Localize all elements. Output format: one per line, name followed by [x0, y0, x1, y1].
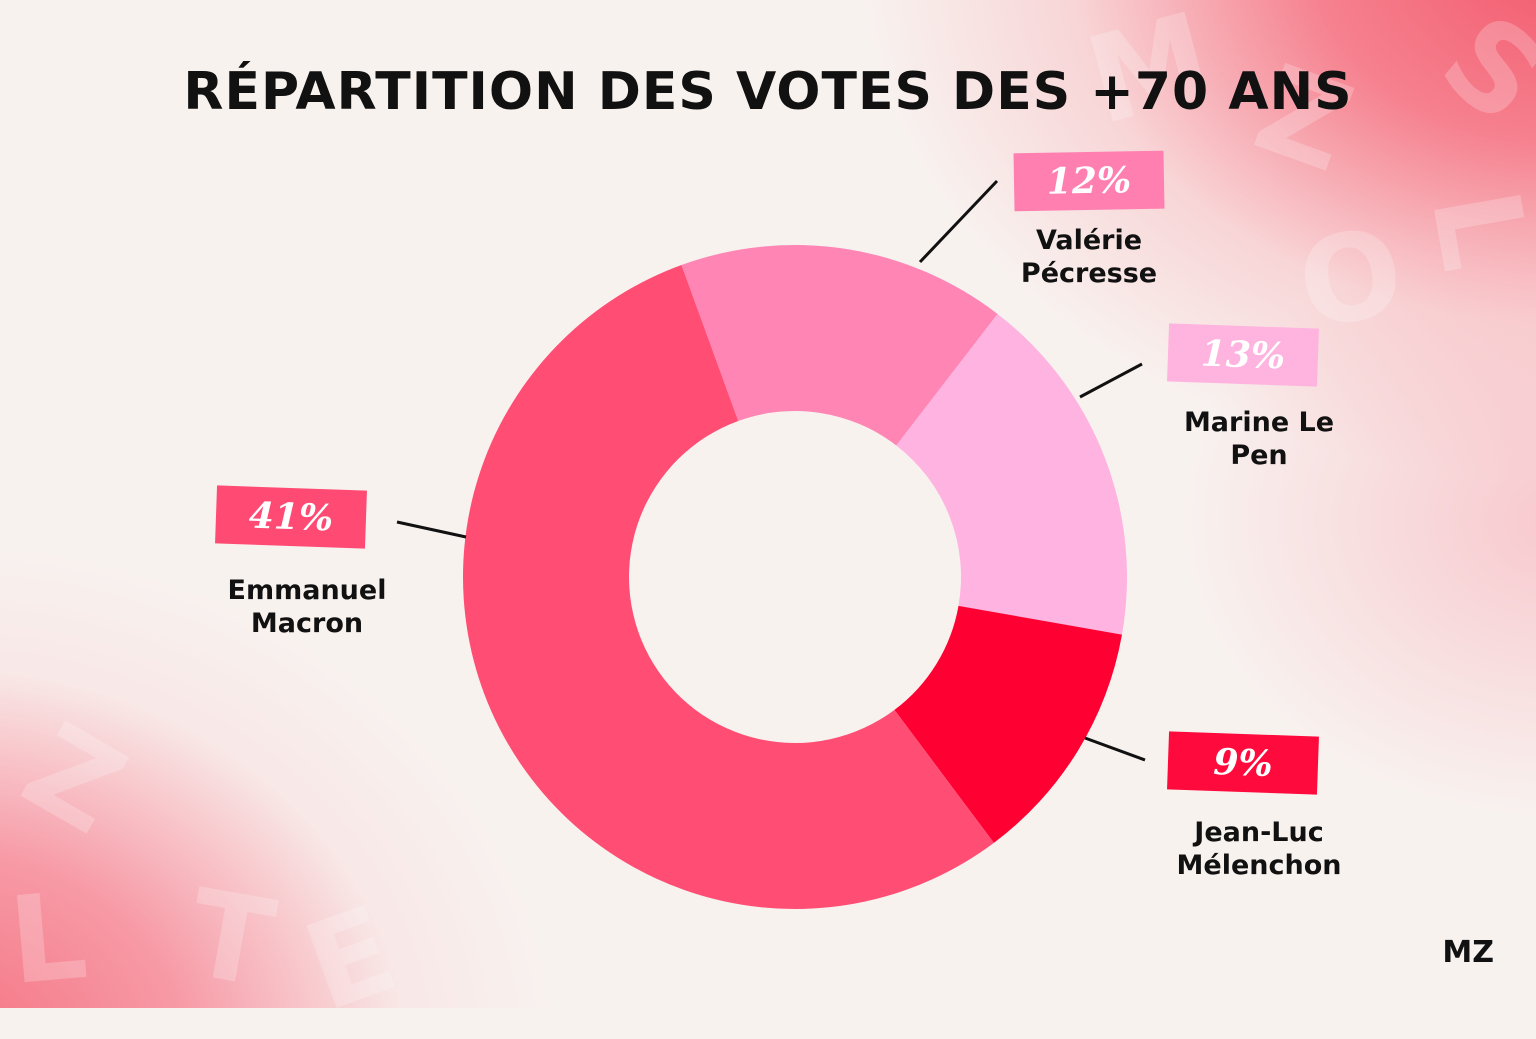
donut-chart [396, 179, 1146, 910]
series-label-macron: Emmanuel Macron [192, 574, 422, 640]
pie-slice-marine-le-pen [896, 313, 1127, 635]
value-badge-melenchon: 9% [1167, 731, 1319, 795]
value-label-lepen: 13% [1200, 332, 1286, 378]
series-label-pecresse: Valérie Pécresse [974, 224, 1204, 290]
series-label-line: Valérie [1035, 225, 1143, 256]
series-label-line: Pécresse [1020, 258, 1158, 289]
pie-slice-emmanuel-macron [462, 265, 994, 910]
leader-line-pecresse [918, 179, 999, 264]
series-label-melenchon: Jean-Luc Mélenchon [1144, 816, 1374, 882]
leader-line-macron [396, 520, 467, 539]
value-badge-lepen: 13% [1167, 323, 1319, 387]
chart-title: RÉPARTITION DES VOTES DES +70 ANS [183, 62, 1353, 122]
logo: MZ [1442, 935, 1494, 970]
series-label-line: Pen [1230, 440, 1288, 471]
series-label-line: Mélenchon [1176, 850, 1342, 881]
pie-slice-jean-luc-m-lenchon [894, 605, 1122, 843]
leader-line-lepen [1079, 362, 1143, 399]
series-label-lepen: Marine Le Pen [1144, 406, 1374, 472]
value-label-melenchon: 9% [1212, 740, 1274, 786]
series-label-line: Emmanuel [227, 575, 387, 606]
pie-slice-val-rie-p-cresse [681, 245, 998, 446]
series-label-line: Jean-Luc [1194, 817, 1324, 848]
value-badge-macron: 41% [215, 485, 367, 549]
series-label-line: Marine Le [1183, 407, 1335, 438]
series-label-line: Macron [250, 608, 364, 639]
value-badge-pecresse: 12% [1013, 150, 1165, 212]
leader-line-melenchon [1084, 736, 1146, 762]
value-label-macron: 41% [248, 494, 334, 540]
value-label-pecresse: 12% [1046, 159, 1132, 203]
